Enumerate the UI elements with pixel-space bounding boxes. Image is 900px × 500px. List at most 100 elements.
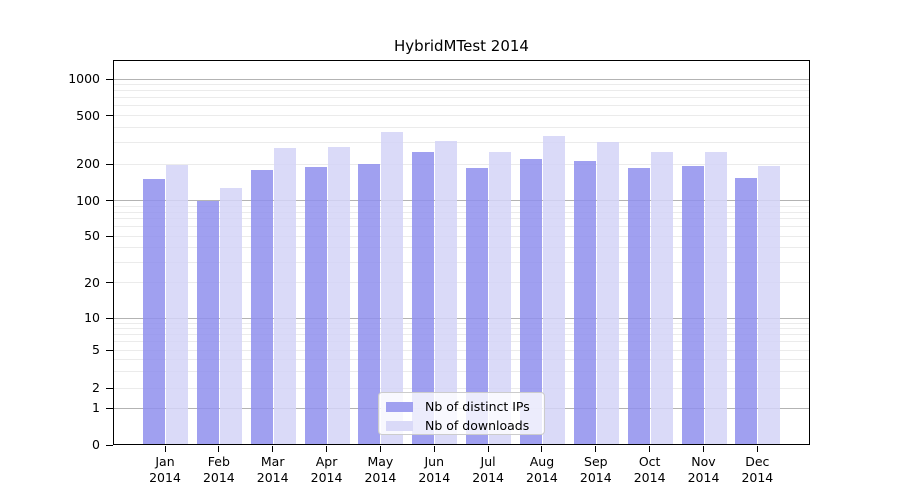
minor-gridline: [114, 218, 809, 220]
minor-gridline: [114, 246, 809, 248]
minor-gridline: [114, 322, 809, 324]
legend-swatch-downloads: [386, 420, 413, 432]
legend: Nb of distinct IPs Nb of downloads: [378, 392, 545, 435]
legend-label-downloads: Nb of downloads: [425, 418, 530, 433]
y-tick-label: 20: [84, 274, 100, 290]
x-tick: [272, 446, 274, 452]
x-tick: [756, 446, 758, 452]
y-tick: [106, 317, 113, 319]
x-tick-label: Jun 2014: [418, 454, 451, 485]
minor-gridline: [114, 84, 809, 86]
y-tick-label: 100: [76, 192, 100, 208]
bar-distinct-ips: [573, 160, 596, 445]
bar-distinct-ips: [735, 177, 758, 445]
y-tick-label: 1000: [68, 71, 100, 86]
bar-distinct-ips: [466, 168, 489, 445]
bar-downloads: [381, 131, 404, 445]
x-tick: [703, 446, 704, 452]
bar-downloads: [542, 136, 565, 445]
y-tick-label: 0: [92, 437, 100, 452]
x-tick-label: Apr 2014: [310, 454, 343, 485]
bar-downloads: [327, 147, 350, 445]
minor-gridline: [114, 282, 809, 284]
minor-gridline: [114, 341, 809, 343]
bar-distinct-ips: [681, 165, 704, 445]
bar-distinct-ips: [412, 151, 435, 445]
x-tick: [164, 446, 166, 452]
bar-downloads: [758, 166, 781, 445]
x-tick-label: Jul 2014: [472, 454, 504, 485]
y-tick: [106, 282, 113, 284]
y-tick-label: 5: [92, 342, 100, 357]
chart-title: HybridMTest 2014: [394, 37, 529, 55]
minor-gridline: [114, 205, 809, 207]
minor-gridline: [114, 226, 809, 228]
minor-gridline: [114, 163, 809, 165]
bar-distinct-ips: [304, 166, 327, 445]
bar-downloads: [650, 151, 673, 445]
bar-downloads: [596, 141, 619, 445]
minor-gridline: [114, 97, 809, 99]
x-tick-label: Oct 2014: [633, 454, 666, 485]
minor-gridline: [114, 328, 809, 329]
x-tick-label: Mar 2014: [256, 454, 289, 485]
x-tick-label: Dec 2014: [741, 454, 774, 485]
minor-gridline: [114, 349, 809, 351]
x-tick: [487, 446, 489, 452]
minor-gridline: [114, 235, 809, 237]
minor-gridline: [114, 358, 809, 360]
y-tick-label: 200: [76, 156, 100, 172]
y-tick: [106, 387, 113, 389]
bar-downloads: [704, 152, 727, 445]
bar-distinct-ips: [358, 164, 381, 445]
minor-gridline: [114, 105, 809, 107]
major-gridline: [114, 200, 809, 202]
minor-gridline: [114, 115, 809, 117]
legend-label-distinct-ips: Nb of distinct IPs: [425, 399, 530, 414]
bar-distinct-ips: [519, 159, 542, 445]
bar-distinct-ips: [196, 200, 219, 445]
x-tick: [595, 446, 597, 452]
y-tick: [106, 78, 113, 80]
legend-item-distinct-ips: Nb of distinct IPs: [386, 399, 537, 415]
x-tick: [379, 446, 381, 452]
y-tick-label: 500: [76, 107, 100, 123]
y-tick: [106, 235, 113, 237]
y-tick: [106, 444, 113, 446]
y-tick-label: 10: [84, 310, 100, 326]
y-tick: [106, 407, 113, 409]
y-tick-label: 2: [92, 380, 100, 395]
x-tick: [218, 446, 220, 452]
minor-gridline: [114, 370, 809, 372]
legend-item-downloads: Nb of downloads: [386, 418, 537, 434]
plot-frame: [113, 60, 810, 445]
bar-downloads: [489, 152, 512, 445]
major-gridline: [114, 317, 809, 319]
x-tick: [541, 446, 543, 452]
y-tick-label: 50: [84, 228, 100, 244]
x-tick-label: Sep 2014: [579, 454, 612, 485]
x-tick-label: Feb 2014: [202, 454, 235, 485]
bar-downloads: [166, 164, 188, 445]
bar-downloads: [219, 187, 242, 445]
minor-gridline: [114, 211, 809, 213]
x-tick: [433, 446, 435, 452]
bar-downloads: [273, 148, 296, 445]
minor-gridline: [114, 387, 809, 389]
y-tick: [106, 115, 113, 117]
y-tick: [106, 200, 113, 202]
x-tick: [649, 446, 651, 452]
bar-distinct-ips: [250, 170, 273, 445]
y-tick: [106, 349, 113, 351]
minor-gridline: [114, 126, 809, 128]
bar-downloads: [435, 140, 458, 445]
minor-gridline: [114, 261, 809, 263]
x-tick-label: Jan 2014: [149, 454, 181, 485]
minor-gridline: [114, 142, 809, 144]
bar-distinct-ips: [627, 168, 650, 445]
legend-swatch-distinct-ips: [386, 401, 413, 413]
bar-distinct-ips: [143, 179, 165, 445]
